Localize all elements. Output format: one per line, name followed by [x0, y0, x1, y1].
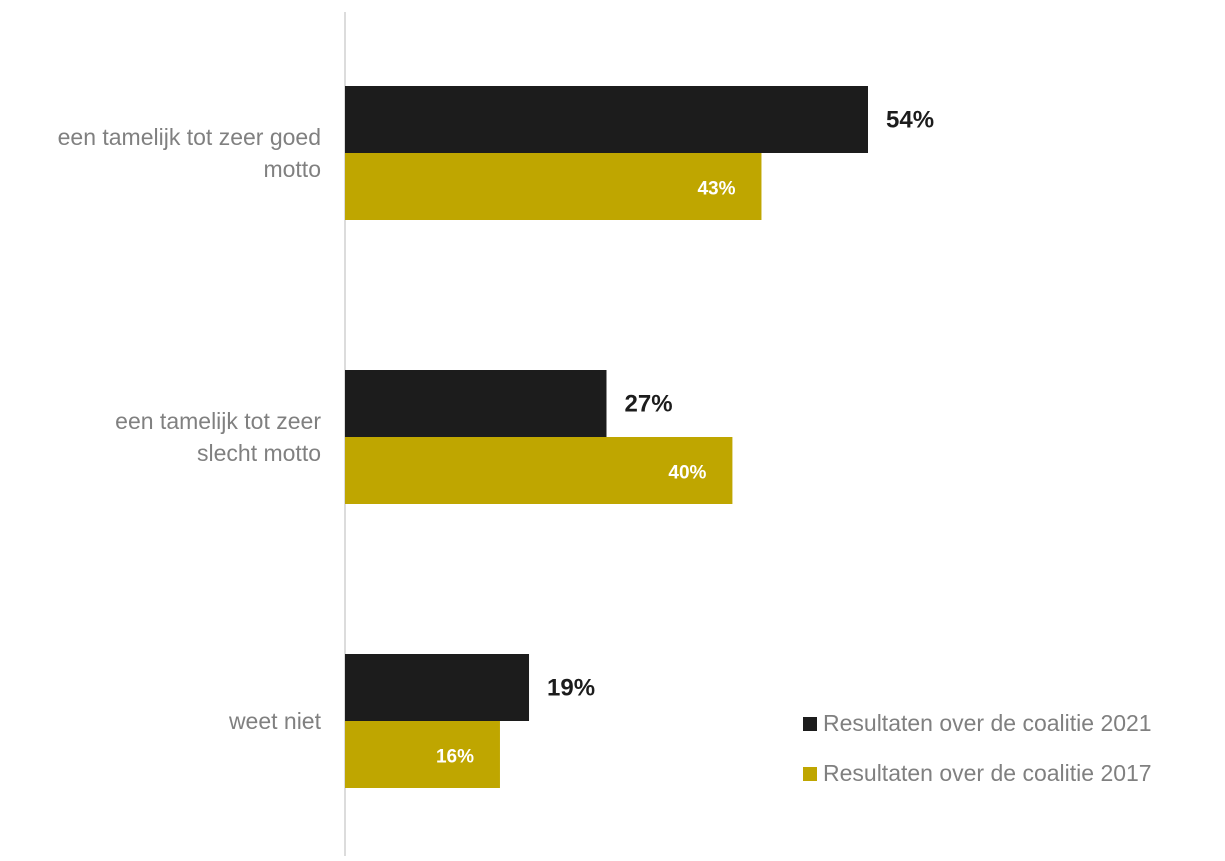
data-label-2021-2: 19%: [547, 675, 595, 702]
category-label-line: een tamelijk tot zeer goed: [57, 124, 321, 150]
bar-2021-2: [345, 654, 530, 721]
legend-swatch: [803, 766, 817, 781]
category-label-line: weet niet: [228, 708, 321, 734]
legend-label: Resultaten over de coalitie 2021: [823, 710, 1152, 736]
category-label: weet niet: [0, 705, 321, 737]
category-label-line: slecht motto: [197, 440, 321, 466]
legend-item-2021: Resultaten over de coalitie 2021: [803, 710, 1152, 737]
legend-swatch: [803, 716, 817, 731]
bar-2017-1: [345, 437, 733, 504]
category-label-line: motto: [263, 156, 321, 182]
data-label-2017-2: 16%: [436, 747, 474, 768]
bar-2017-0: [345, 153, 762, 220]
legend-label: Resultaten over de coalitie 2017: [823, 760, 1152, 786]
data-label-2021-0: 54%: [886, 107, 934, 134]
bar-2017-2: [345, 721, 500, 788]
data-label-2017-1: 40%: [668, 463, 706, 484]
category-label: een tamelijk tot zeer goed motto: [0, 121, 321, 185]
category-label: een tamelijk tot zeer slecht motto: [0, 405, 321, 469]
data-label-2021-1: 27%: [625, 391, 673, 418]
bar-2021-0: [345, 86, 868, 153]
data-label-2017-0: 43%: [697, 179, 735, 200]
legend-item-2017: Resultaten over de coalitie 2017: [803, 760, 1152, 787]
category-label-line: een tamelijk tot zeer: [115, 408, 321, 434]
bar-2021-1: [345, 370, 607, 437]
